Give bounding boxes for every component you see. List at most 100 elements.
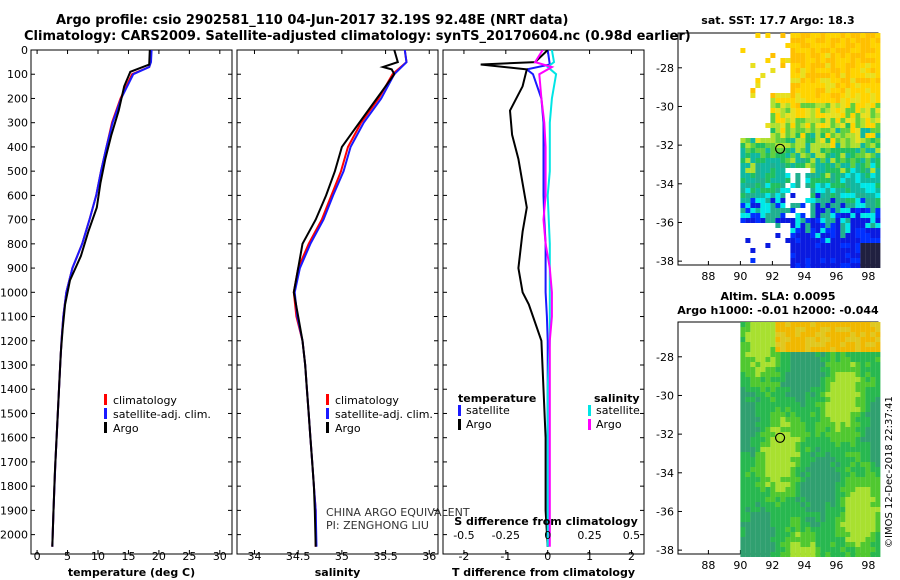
sla-map-cell — [815, 382, 821, 387]
sst-map-cell — [820, 103, 826, 108]
sla-map-cell — [755, 382, 761, 387]
sst-map-cell — [805, 103, 811, 108]
depth-tick-label: 0 — [21, 44, 28, 57]
sst-map-cell — [775, 158, 781, 163]
sst-map-cell — [870, 198, 876, 203]
sla-map-cell — [845, 452, 851, 457]
sst-map-cell — [865, 228, 871, 233]
sst-map-cell — [810, 38, 816, 43]
sst-map-cell — [860, 53, 866, 58]
sla-map-cell — [845, 347, 851, 352]
sla-map-cell — [805, 552, 811, 557]
sla-map-cell — [820, 397, 826, 402]
sla-map-cell — [860, 447, 866, 452]
sla-map-cell — [855, 517, 861, 522]
sst-map-cell — [775, 193, 781, 198]
sst-map-cell — [770, 128, 776, 133]
sst-map-cell — [855, 188, 861, 193]
difference-xlabel: T difference from climatology — [452, 566, 635, 579]
sst-map-cell — [845, 43, 851, 48]
sla-map-cell — [820, 522, 826, 527]
difference-series-s-argo — [533, 50, 555, 547]
sst-map-cell — [830, 123, 836, 128]
sla-map-cell — [805, 347, 811, 352]
sla-map-cell — [795, 377, 801, 382]
sla-map-cell — [805, 332, 811, 337]
sla-map-cell — [745, 427, 751, 432]
sst-map-cell — [870, 173, 876, 178]
sst-map-cell — [855, 223, 861, 228]
sla-map-cell — [865, 367, 871, 372]
sst-map-cell — [845, 173, 851, 178]
sst-map-cell — [795, 223, 801, 228]
sst-map-cell — [815, 133, 821, 138]
sst-map-cell — [820, 113, 826, 118]
sla-map-cell — [740, 522, 746, 527]
sla-map-cell — [745, 422, 751, 427]
sst-map-cell — [765, 163, 771, 168]
sla-map-cell — [835, 487, 841, 492]
sst-map-cell — [865, 68, 871, 73]
sst-map-cell — [870, 108, 876, 113]
sla-map-cell — [835, 342, 841, 347]
sst-map-cell — [855, 213, 861, 218]
sla-map-cell — [810, 447, 816, 452]
sst-map-cell — [830, 133, 836, 138]
sst-map-cell — [790, 128, 796, 133]
sla-map-cell — [830, 527, 836, 532]
sst-map-cell — [830, 238, 836, 243]
sla-map-cell — [755, 522, 761, 527]
sla-map-cell — [855, 417, 861, 422]
sla-map-cell — [835, 412, 841, 417]
sst-map-cell — [780, 98, 786, 103]
sla-map-cell — [825, 482, 831, 487]
sla-map-cell — [825, 467, 831, 472]
sla-map-cell — [760, 482, 766, 487]
sla-map-cell — [860, 337, 866, 342]
sla-map-cell — [840, 487, 846, 492]
sst-map-cell — [845, 53, 851, 58]
sst-map-cell — [770, 68, 776, 73]
sst-map-cell — [865, 108, 871, 113]
sla-map-cell — [785, 492, 791, 497]
sla-map-cell — [765, 462, 771, 467]
sla-map-cell — [840, 332, 846, 337]
sla-map-cell — [875, 492, 881, 497]
sla-map-cell — [810, 502, 816, 507]
sla-map-cell — [875, 447, 881, 452]
sst-map-cell — [810, 68, 816, 73]
sst-map-cell — [810, 198, 816, 203]
sst-map-cell — [840, 58, 846, 63]
depth-tick-label: 500 — [7, 165, 28, 178]
sst-map-cell — [855, 143, 861, 148]
sst-map-cell — [805, 38, 811, 43]
sst-map-cell — [820, 108, 826, 113]
sst-map-cell — [765, 143, 771, 148]
sst-map-cell — [855, 43, 861, 48]
salinity-annotation: PI: ZENGHONG LIU — [326, 519, 429, 532]
sla-map-cell — [785, 542, 791, 547]
sla-map-cell — [800, 467, 806, 472]
sla-map-cell — [755, 357, 761, 362]
sst-map-cell — [875, 223, 881, 228]
sla-map-cell — [795, 452, 801, 457]
sla-map-cell — [820, 377, 826, 382]
sla-map-cell — [805, 472, 811, 477]
sla-map-cell — [865, 447, 871, 452]
sst-map-cell — [790, 248, 796, 253]
sla-map-xtick-label: 94 — [797, 559, 811, 572]
sst-map-cell — [750, 163, 756, 168]
sla-map-cell — [805, 377, 811, 382]
sst-map-cell — [875, 228, 881, 233]
sla-map-cell — [760, 422, 766, 427]
sst-map-cell — [840, 48, 846, 53]
sla-map-cell — [760, 352, 766, 357]
sla-map-cell — [795, 412, 801, 417]
sla-map-cell — [875, 332, 881, 337]
sla-map-cell — [835, 532, 841, 537]
sla-map-cell — [850, 412, 856, 417]
sst-map-cell — [870, 53, 876, 58]
salinity-annotation: CHINA ARGO EQUIVALENT — [326, 506, 470, 519]
sst-map-cell — [825, 193, 831, 198]
sla-map-cell — [855, 542, 861, 547]
